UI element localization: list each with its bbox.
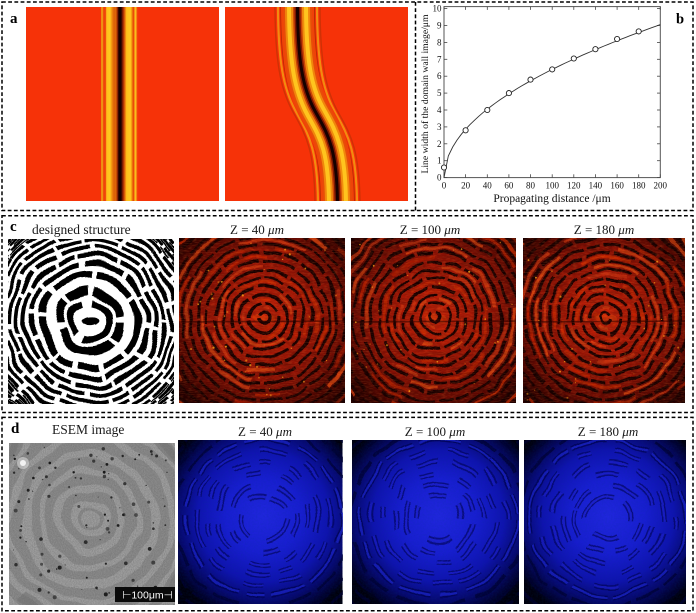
svg-text:8: 8 [437,37,442,47]
svg-text:120: 120 [567,181,581,191]
svg-text:0: 0 [442,181,447,191]
svg-text:2: 2 [437,139,442,149]
svg-text:180: 180 [632,181,646,191]
svg-text:0: 0 [437,173,442,183]
svg-text:4: 4 [437,105,442,115]
svg-text:160: 160 [610,181,624,191]
svg-text:9: 9 [437,21,442,31]
svg-text:3: 3 [437,122,442,132]
svg-text:Propagating distance /μm: Propagating distance /μm [493,193,610,205]
svg-text:5: 5 [437,88,442,98]
svg-text:140: 140 [589,181,603,191]
svg-text:b: b [676,12,684,28]
svg-text:1: 1 [437,156,442,166]
svg-text:Line width of the domain wall: Line width of the domain wall image/μm [420,14,431,174]
svg-text:100: 100 [545,181,559,191]
svg-text:20: 20 [461,181,471,191]
svg-text:80: 80 [526,181,536,191]
svg-text:10: 10 [433,4,443,14]
svg-text:200: 200 [654,181,668,191]
svg-text:40: 40 [483,181,493,191]
svg-text:60: 60 [504,181,514,191]
svg-text:7: 7 [437,54,442,64]
svg-text:6: 6 [437,71,442,81]
svg-text:⊢100μm⊣: ⊢100μm⊣ [122,589,173,601]
